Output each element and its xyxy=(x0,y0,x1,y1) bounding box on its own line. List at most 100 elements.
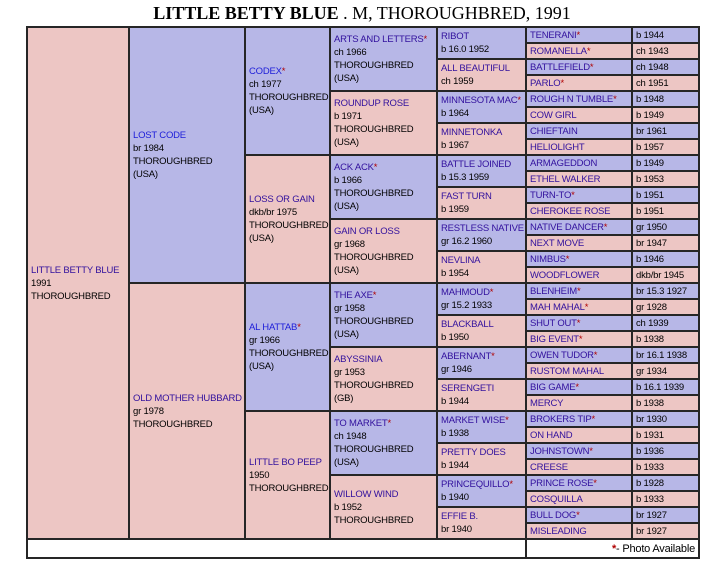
pedigree-cell-bull-dog: BULL DOG* xyxy=(527,508,631,522)
horse-link-battlefield[interactable]: BATTLEFIELD* xyxy=(530,61,594,73)
horse-link-ribot[interactable]: RIBOT xyxy=(441,31,470,42)
horse-link-parlo[interactable]: PARLO* xyxy=(530,77,565,89)
horse-link-owen-tudor[interactable]: OWEN TUDOR* xyxy=(530,349,598,361)
horse-link-native-dancer[interactable]: NATIVE DANCER* xyxy=(530,221,608,233)
horse-link-creese[interactable]: CREESE xyxy=(530,461,568,473)
horse-detail: dkb/br 1975 xyxy=(249,207,297,218)
pedigree-cell-rough-n-tumble: ROUGH N TUMBLE* xyxy=(527,92,631,106)
horse-detail: ch 1948 xyxy=(334,431,367,442)
horse-link-ack-ack[interactable]: ACK ACK* xyxy=(334,162,378,173)
horse-year: b 1949 xyxy=(636,109,664,121)
pedigree-year-cell-rustom-mahal: gr 1934 xyxy=(633,364,698,378)
horse-link-effie-b[interactable]: EFFIE B. xyxy=(441,511,478,522)
horse-link-serengeti[interactable]: SERENGETI xyxy=(441,383,495,394)
horse-link-romanella[interactable]: ROMANELLA* xyxy=(530,45,591,57)
horse-detail: THOROUGHBRED xyxy=(334,380,414,391)
horse-detail: THOROUGHBRED xyxy=(334,188,414,199)
pedigree-cell-gain-or-loss: GAIN OR LOSS gr 1968 THOROUGHBRED (USA) xyxy=(331,220,436,282)
horse-link-al-hattab[interactable]: AL HATTAB* xyxy=(249,322,301,333)
horse-link-shut-out[interactable]: SHUT OUT* xyxy=(530,317,581,329)
horse-year: br 1927 xyxy=(636,525,667,537)
horse-link-chieftain[interactable]: CHIEFTAIN xyxy=(530,125,578,137)
horse-link-roundup-rose[interactable]: ROUNDUP ROSE xyxy=(334,98,410,109)
horse-link-heliolight[interactable]: HELIOLIGHT xyxy=(530,141,585,153)
horse-year: br 15.3 1927 xyxy=(636,285,687,297)
horse-detail: b 1954 xyxy=(441,268,469,279)
horse-link-mercy[interactable]: MERCY xyxy=(530,397,564,409)
horse-link-blackball[interactable]: BLACKBALL xyxy=(441,319,494,330)
horse-link-battle-joined[interactable]: BATTLE JOINED xyxy=(441,159,512,170)
horse-link-nimbus[interactable]: NIMBUS* xyxy=(530,253,570,265)
horse-link-willow-wind[interactable]: WILLOW WIND xyxy=(334,488,399,500)
horse-link-cosquilla[interactable]: COSQUILLA xyxy=(530,493,583,505)
horse-link-old-mother-hubbard[interactable]: OLD MOTHER HUBBARD xyxy=(133,392,242,404)
horse-link-all-beautiful[interactable]: ALL BEAUTIFUL xyxy=(441,63,510,74)
horse-link-tenerani[interactable]: TENERANI* xyxy=(530,29,580,41)
pedigree-year-cell-armageddon: b 1949 xyxy=(633,156,698,170)
horse-link-next-move[interactable]: NEXT MOVE xyxy=(530,237,584,249)
horse-link-market-wise[interactable]: MARKET WISE* xyxy=(441,415,509,426)
pedigree-year-cell-brokers-tip: br 1930 xyxy=(633,412,698,426)
horse-link-ethel-walker[interactable]: ETHEL WALKER xyxy=(530,173,601,185)
horse-link-abernant[interactable]: ABERNANT* xyxy=(441,351,495,362)
horse-detail: gr 1968 xyxy=(334,239,365,250)
horse-link-johnstown[interactable]: JOHNSTOWN* xyxy=(530,445,593,457)
pedigree-cell-effie-b: EFFIE B. br 1940 xyxy=(438,508,525,538)
pedigree-year-cell-cow-girl: b 1949 xyxy=(633,108,698,122)
horse-link-bull-dog[interactable]: BULL DOG* xyxy=(530,509,580,521)
horse-link-misleading[interactable]: MISLEADING xyxy=(530,525,587,537)
horse-link-big-event[interactable]: BIG EVENT* xyxy=(530,333,583,345)
horse-link-nevlina[interactable]: NEVLINA xyxy=(441,255,481,266)
horse-detail: THOROUGHBRED xyxy=(31,290,111,302)
horse-link-mah-mahal[interactable]: MAH MAHAL* xyxy=(530,301,589,313)
pedigree-cell-big-game: BIG GAME* xyxy=(527,380,631,394)
horse-year: ch 1948 xyxy=(636,61,669,73)
horse-link-minnesota-mac[interactable]: MINNESOTA MAC* xyxy=(441,95,521,106)
horse-link-rough-n-tumble[interactable]: ROUGH N TUMBLE* xyxy=(530,93,617,105)
horse-link-codex[interactable]: CODEX* xyxy=(249,66,286,77)
horse-link-lost-code[interactable]: LOST CODE xyxy=(133,130,186,141)
horse-year: b 1951 xyxy=(636,189,664,201)
horse-link-big-game[interactable]: BIG GAME* xyxy=(530,381,579,393)
horse-link-woodflower[interactable]: WOODFLOWER xyxy=(530,269,600,281)
horse-link-fast-turn[interactable]: FAST TURN xyxy=(441,191,492,202)
horse-link-mahmoud[interactable]: MAHMOUD* xyxy=(441,287,494,298)
horse-detail: (GB) xyxy=(334,393,354,404)
horse-link-cherokee-rose[interactable]: CHEROKEE ROSE xyxy=(530,205,611,217)
horse-detail: gr 16.2 1960 xyxy=(441,236,492,247)
horse-link-pretty-does[interactable]: PRETTY DOES xyxy=(441,447,506,458)
horse-link-on-hand[interactable]: ON HAND xyxy=(530,429,573,441)
horse-link-the-axe[interactable]: THE AXE* xyxy=(334,290,377,301)
horse-link-rustom-mahal[interactable]: RUSTOM MAHAL xyxy=(530,365,604,377)
page-title: LITTLE BETTY BLUE . M, THOROUGHBRED, 199… xyxy=(0,0,724,24)
pedigree-cell-turn-to: TURN-TO* xyxy=(527,188,631,202)
horse-link-cow-girl[interactable]: COW GIRL xyxy=(530,109,577,121)
pedigree-cell-creese: CREESE xyxy=(527,460,631,474)
horse-detail: (USA) xyxy=(133,169,158,180)
horse-link-to-market[interactable]: TO MARKET* xyxy=(334,418,391,429)
horse-link-armageddon[interactable]: ARMAGEDDON xyxy=(530,157,598,169)
photo-asterisk: * xyxy=(576,29,580,41)
horse-link-blenheim[interactable]: BLENHEIM* xyxy=(530,285,581,297)
pedigree-cell-cosquilla: COSQUILLA xyxy=(527,492,631,506)
horse-year: b 1938 xyxy=(636,397,664,409)
horse-detail: THOROUGHBRED xyxy=(133,156,213,167)
horse-link-turn-to[interactable]: TURN-TO* xyxy=(530,189,575,201)
horse-detail: b 1967 xyxy=(441,140,469,151)
pedigree-year-cell-native-dancer: gr 1950 xyxy=(633,220,698,234)
horse-link-prince-rose[interactable]: PRINCE ROSE* xyxy=(530,477,597,489)
horse-link-loss-or-gain[interactable]: LOSS OR GAIN xyxy=(249,194,315,205)
horse-link-princequillo[interactable]: PRINCEQUILLO* xyxy=(441,479,513,490)
photo-asterisk: * xyxy=(509,479,513,490)
pedigree-cell-nimbus: NIMBUS* xyxy=(527,252,631,266)
pedigree-cell-prince-rose: PRINCE ROSE* xyxy=(527,476,631,490)
horse-link-little-bo-peep[interactable]: LITTLE BO PEEP xyxy=(249,456,322,468)
horse-link-gain-or-loss[interactable]: GAIN OR LOSS xyxy=(334,226,400,237)
photo-asterisk: * xyxy=(517,95,521,106)
horse-link-arts-and-letters[interactable]: ARTS AND LETTERS* xyxy=(334,34,428,45)
horse-link-restless-native[interactable]: RESTLESS NATIVE xyxy=(441,223,524,234)
horse-link-brokers-tip[interactable]: BROKERS TIP* xyxy=(530,413,596,425)
horse-link-abyssinia[interactable]: ABYSSINIA xyxy=(334,354,383,365)
horse-link-little-betty-blue[interactable]: LITTLE BETTY BLUE xyxy=(31,264,120,276)
horse-link-minnetonka[interactable]: MINNETONKA xyxy=(441,127,503,138)
